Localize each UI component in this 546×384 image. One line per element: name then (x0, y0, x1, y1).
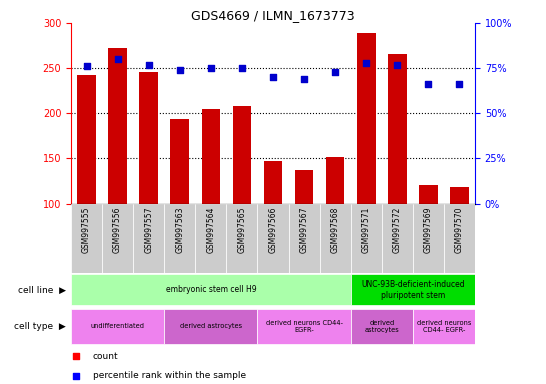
Point (269, 74, 277, 80)
Title: GDS4669 / ILMN_1673773: GDS4669 / ILMN_1673773 (191, 9, 355, 22)
Point (424, 81, 433, 88)
Point (72, 372, 81, 379)
Point (362, 60, 371, 66)
Bar (71, 309, 164, 344)
Text: derived neurons
CD44- EGFR-: derived neurons CD44- EGFR- (417, 320, 471, 333)
Bar (71, 274, 351, 306)
Bar (419, 185, 438, 294)
Point (393, 61, 402, 68)
Text: percentile rank within the sample: percentile rank within the sample (93, 371, 246, 380)
Bar (351, 274, 475, 306)
Bar (195, 204, 227, 273)
Point (113, 56, 122, 62)
Text: embryonic stem cell H9: embryonic stem cell H9 (165, 285, 256, 295)
Text: GSM997565: GSM997565 (238, 207, 246, 253)
Point (300, 76, 308, 82)
Bar (295, 170, 313, 294)
Bar (77, 75, 96, 294)
Text: GSM997571: GSM997571 (362, 207, 371, 253)
Bar (444, 204, 475, 273)
Text: GSM997570: GSM997570 (455, 207, 464, 253)
Text: GSM997566: GSM997566 (269, 207, 277, 253)
Bar (357, 33, 376, 294)
Point (82, 63, 91, 70)
Bar (288, 204, 319, 273)
Bar (258, 204, 288, 273)
Text: GSM997563: GSM997563 (175, 207, 184, 253)
Bar (201, 109, 220, 294)
Bar (351, 309, 413, 344)
Bar (170, 119, 189, 294)
Bar (139, 72, 158, 294)
Bar (326, 157, 345, 294)
Bar (71, 204, 102, 273)
Text: count: count (93, 352, 118, 361)
Text: GSM997569: GSM997569 (424, 207, 433, 253)
Point (175, 67, 184, 73)
Point (206, 65, 215, 71)
Bar (413, 309, 475, 344)
Point (331, 69, 340, 75)
Bar (413, 204, 444, 273)
Text: GSM997568: GSM997568 (331, 207, 340, 253)
Bar (450, 187, 469, 294)
Bar (233, 106, 251, 294)
Text: GSM997556: GSM997556 (113, 207, 122, 253)
Text: GSM997572: GSM997572 (393, 207, 402, 253)
Text: UNC-93B-deficient-induced
pluripotent stem: UNC-93B-deficient-induced pluripotent st… (361, 280, 465, 300)
Point (72, 353, 81, 359)
Text: derived neurons CD44-
EGFR-: derived neurons CD44- EGFR- (265, 320, 342, 333)
Text: GSM997564: GSM997564 (206, 207, 215, 253)
Bar (264, 161, 282, 294)
Point (238, 65, 246, 71)
Bar (102, 204, 133, 273)
Text: derived
astrocytes: derived astrocytes (364, 320, 399, 333)
Text: GSM997557: GSM997557 (144, 207, 153, 253)
Point (455, 81, 464, 88)
Bar (164, 204, 195, 273)
Text: GSM997567: GSM997567 (300, 207, 308, 253)
Bar (388, 54, 407, 294)
Text: derived astrocytes: derived astrocytes (180, 323, 242, 329)
Text: GSM997555: GSM997555 (82, 207, 91, 253)
Bar (382, 204, 413, 273)
Bar (164, 309, 258, 344)
Text: undifferentiated: undifferentiated (91, 323, 145, 329)
Bar (227, 204, 258, 273)
Bar (133, 204, 164, 273)
Bar (319, 204, 351, 273)
Point (144, 61, 153, 68)
Text: cell type  ▶: cell type ▶ (14, 322, 66, 331)
Text: cell line  ▶: cell line ▶ (17, 285, 66, 295)
Bar (351, 204, 382, 273)
Bar (258, 309, 351, 344)
Bar (108, 48, 127, 294)
